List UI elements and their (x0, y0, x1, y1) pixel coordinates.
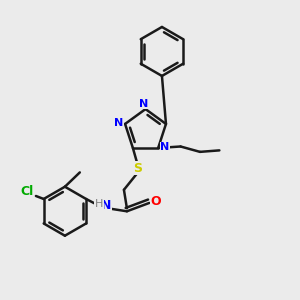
Text: O: O (151, 195, 161, 208)
Text: H: H (95, 200, 103, 209)
Text: N: N (160, 142, 170, 152)
Text: N: N (114, 118, 123, 128)
Text: Cl: Cl (20, 185, 34, 198)
Text: S: S (133, 162, 142, 175)
Text: N: N (139, 99, 148, 109)
Text: N: N (101, 200, 111, 212)
